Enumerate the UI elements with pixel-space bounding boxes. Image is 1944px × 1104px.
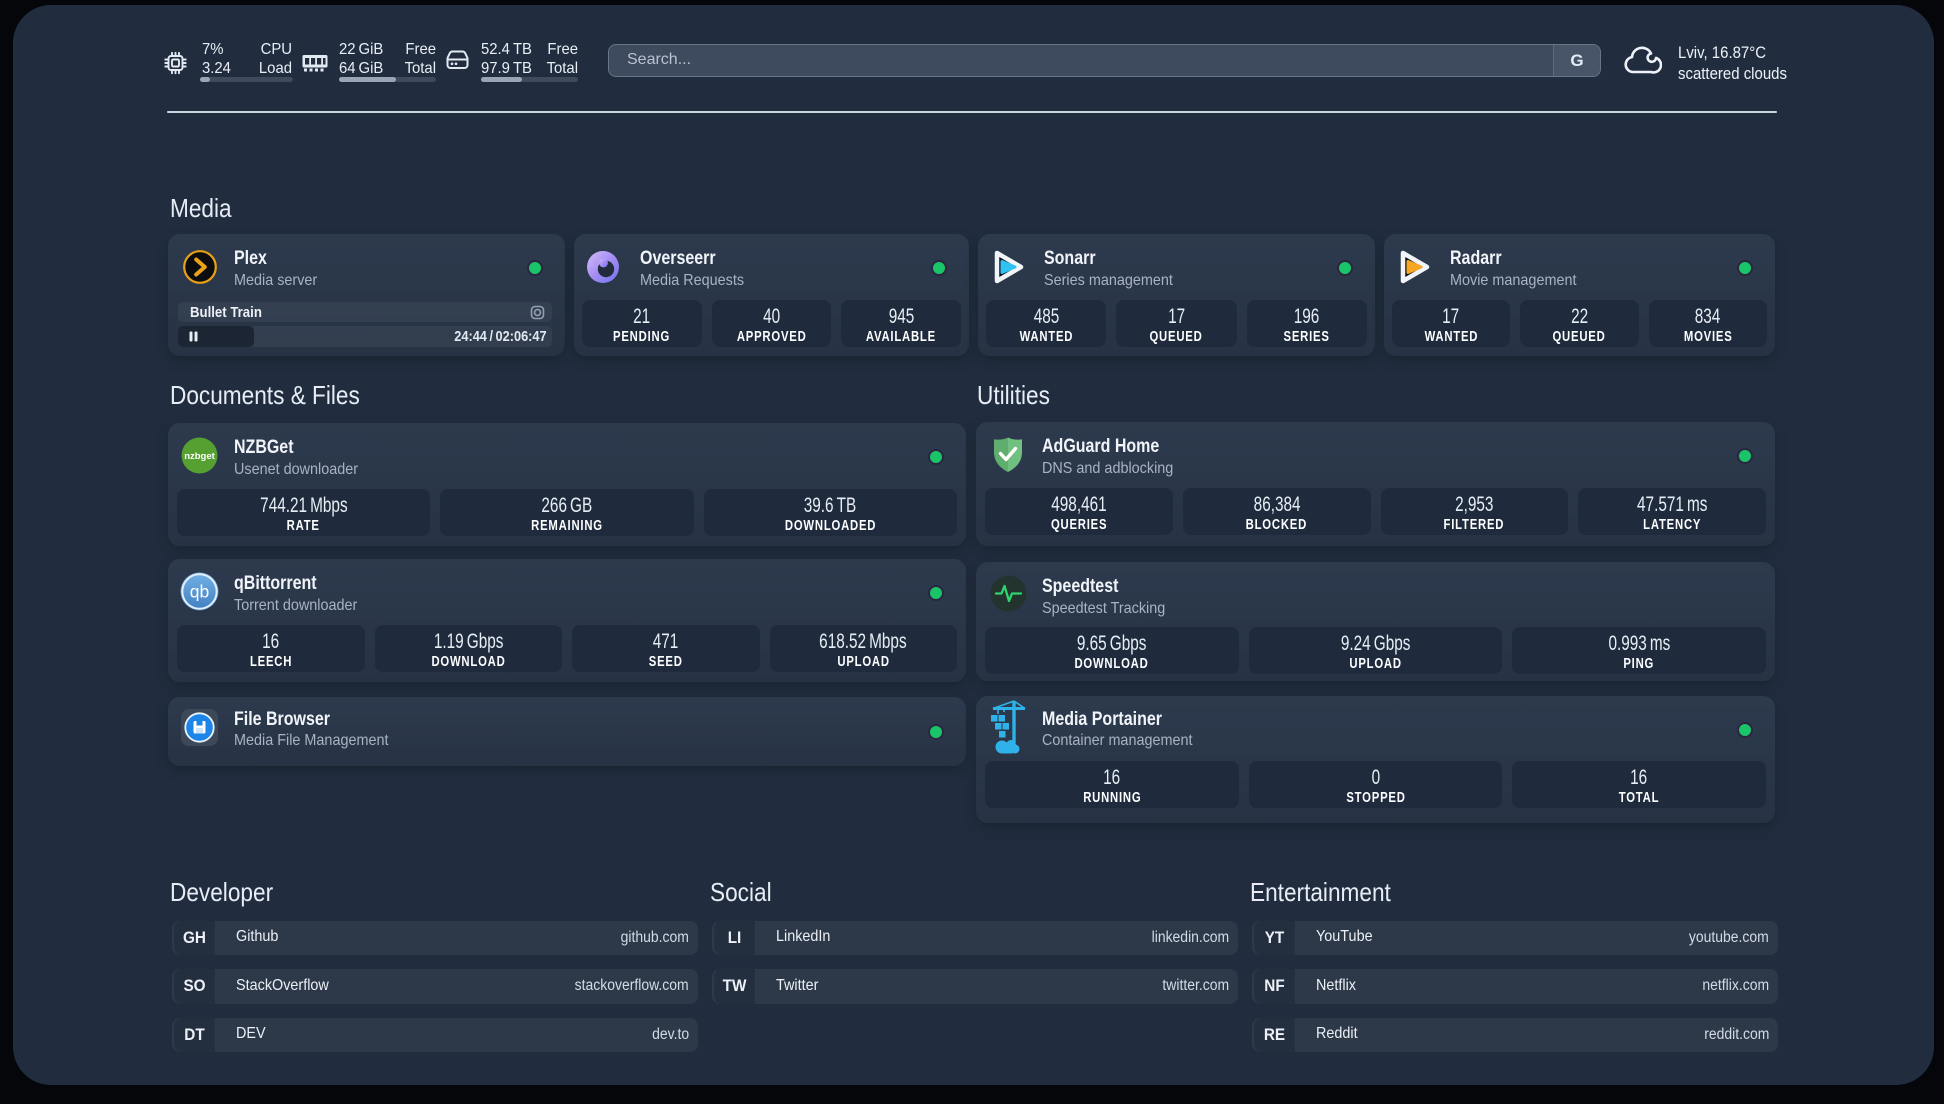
svg-text:nzbget: nzbget: [184, 451, 215, 462]
svg-text:qb: qb: [190, 582, 209, 602]
